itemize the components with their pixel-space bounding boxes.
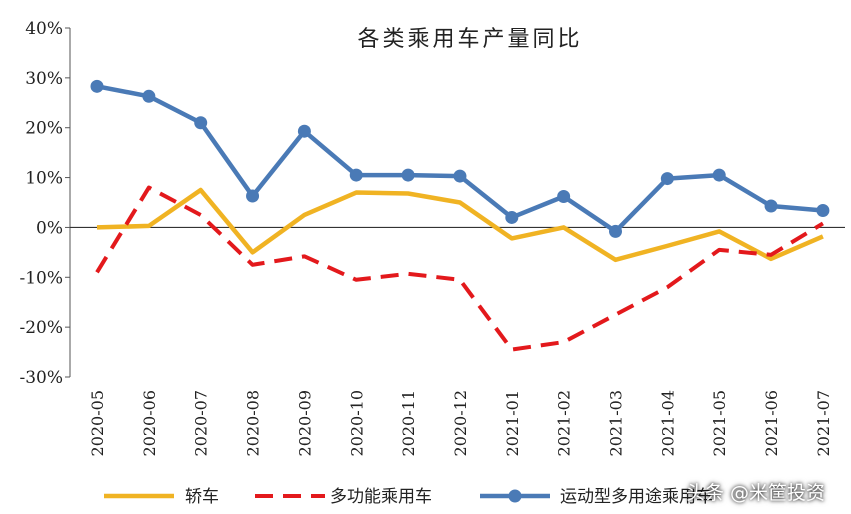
series-point-2 (660, 172, 674, 186)
x-tick-label: 2021-03 (607, 390, 626, 456)
series-point-2 (297, 124, 311, 138)
legend-marker-2 (508, 489, 522, 503)
legend-label-0: 轿车 (185, 487, 219, 507)
x-tick-label: 2021-02 (555, 390, 574, 456)
series-point-2 (142, 89, 156, 103)
x-tick-label: 2020-12 (451, 390, 470, 456)
y-tick-label: 10% (25, 169, 63, 189)
series-point-2 (557, 190, 571, 204)
x-tick-label: 2021-06 (762, 390, 781, 456)
legend: 轿车 多功能乘用车 运动型多用途乘用车 (104, 487, 713, 507)
y-tick-label: 0% (36, 218, 63, 238)
series-point-2 (401, 168, 415, 182)
y-tick-label: -10% (19, 268, 63, 288)
axes: -30% -20% -10% 0% 10% 20% 30% 40% 2020-05 2020-06… (19, 19, 845, 456)
x-tick-label: 2021-04 (658, 390, 677, 456)
y-tick-label: -20% (19, 318, 63, 338)
series-point-2 (816, 203, 830, 217)
series-point-2 (194, 116, 208, 130)
x-tick-label: 2021-05 (710, 390, 729, 456)
x-tick-label: 2020-07 (192, 390, 211, 456)
series-point-2 (349, 168, 363, 182)
series-point-2 (246, 189, 260, 203)
x-tick-label: 2020-11 (399, 390, 418, 456)
legend-label-2: 运动型多用途乘用车 (560, 487, 713, 507)
series-layer (90, 79, 830, 352)
legend-label-1: 多功能乘用车 (330, 487, 432, 507)
x-tick-label: 2020-08 (244, 390, 263, 456)
x-tick-label: 2020-05 (88, 390, 107, 456)
series-point-2 (90, 79, 104, 93)
series-point-2 (505, 210, 519, 224)
y-tick-label: 40% (25, 19, 63, 39)
x-tick-label: 2021-07 (814, 390, 833, 456)
y-tick-label: 30% (25, 69, 63, 89)
x-tick-label: 2020-06 (140, 390, 159, 456)
series-line-0 (96, 187, 824, 263)
y-tick-label: -30% (19, 368, 63, 388)
x-tick-label: 2020-09 (295, 390, 314, 456)
series-line-2 (96, 84, 824, 234)
y-tick-label: 20% (25, 119, 63, 139)
x-tick-label: 2020-10 (347, 390, 366, 456)
x-tick-label: 2021-01 (503, 390, 522, 456)
series-point-2 (712, 168, 726, 182)
series-point-2 (453, 169, 467, 183)
series-line-1 (95, 185, 824, 352)
chart-title: 各类乘用车产量同比 (357, 27, 582, 52)
series-point-2 (764, 199, 778, 213)
series-point-2 (609, 224, 622, 238)
watermark: 头条 @米筐投资 (686, 482, 826, 504)
